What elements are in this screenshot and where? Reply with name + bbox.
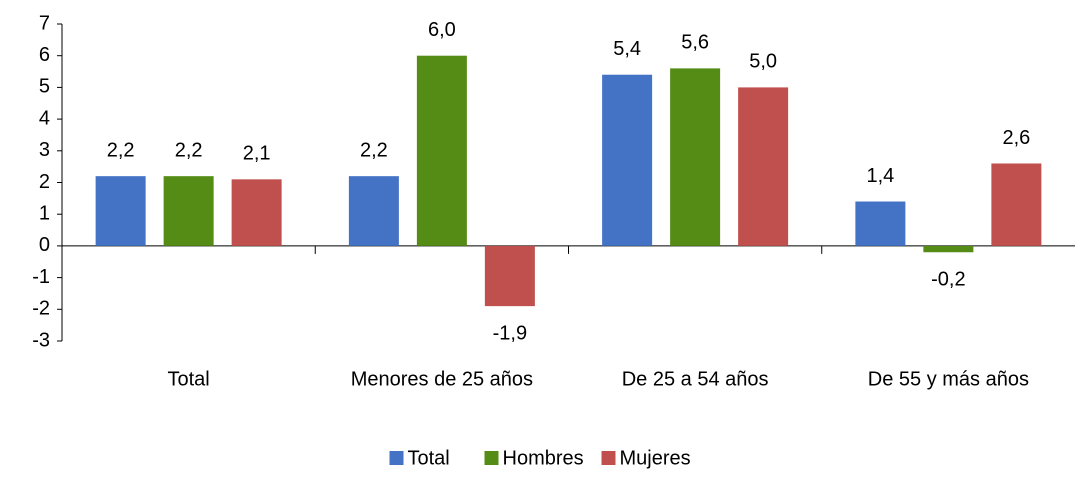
value-label: 2,1 [243, 143, 271, 165]
value-label: -1,9 [493, 322, 527, 344]
x-tick-label: Menores de 25 años [351, 368, 533, 390]
y-tick-label: -2 [32, 298, 50, 320]
x-tick-label: De 55 y más años [868, 368, 1029, 390]
y-tick-label: 6 [39, 44, 50, 66]
value-label: 6,0 [428, 19, 456, 41]
y-tick-label: 0 [39, 234, 50, 256]
legend-swatch [389, 451, 404, 465]
bar [348, 176, 399, 246]
y-tick-label: -3 [32, 329, 50, 351]
x-tick-label: De 25 a 54 años [622, 368, 769, 390]
y-tick-label: 3 [39, 139, 50, 161]
y-tick-label: 2 [39, 171, 50, 193]
value-label: 2,2 [360, 139, 388, 161]
value-label: 2,2 [175, 139, 203, 161]
value-label: 5,6 [681, 32, 709, 54]
x-tick-label: Total [168, 368, 210, 390]
y-tick-label: 4 [39, 107, 50, 129]
bar [416, 55, 467, 246]
legend-swatch [601, 451, 616, 465]
bar [484, 245, 535, 307]
value-label: 1,4 [866, 165, 894, 187]
value-label: -0,2 [931, 269, 965, 291]
legend-label: Hombres [503, 447, 584, 469]
legend-label: Total [408, 447, 450, 469]
bar [670, 68, 721, 246]
bar [602, 74, 653, 246]
legend-label: Mujeres [620, 447, 691, 469]
y-tick-label: 1 [39, 202, 50, 224]
bar [163, 176, 214, 246]
y-tick-label: -1 [32, 266, 50, 288]
value-label: 5,0 [749, 51, 777, 73]
bar [231, 179, 282, 246]
value-label: 2,6 [1002, 127, 1030, 149]
bar [855, 201, 906, 246]
value-label: 2,2 [107, 139, 135, 161]
bar [738, 87, 789, 246]
value-label: 5,4 [613, 38, 641, 60]
y-tick-label: 7 [39, 12, 50, 34]
y-tick-label: 5 [39, 76, 50, 98]
bar [923, 245, 974, 253]
bar [95, 176, 146, 246]
bar [991, 163, 1042, 246]
legend-swatch [484, 451, 499, 465]
